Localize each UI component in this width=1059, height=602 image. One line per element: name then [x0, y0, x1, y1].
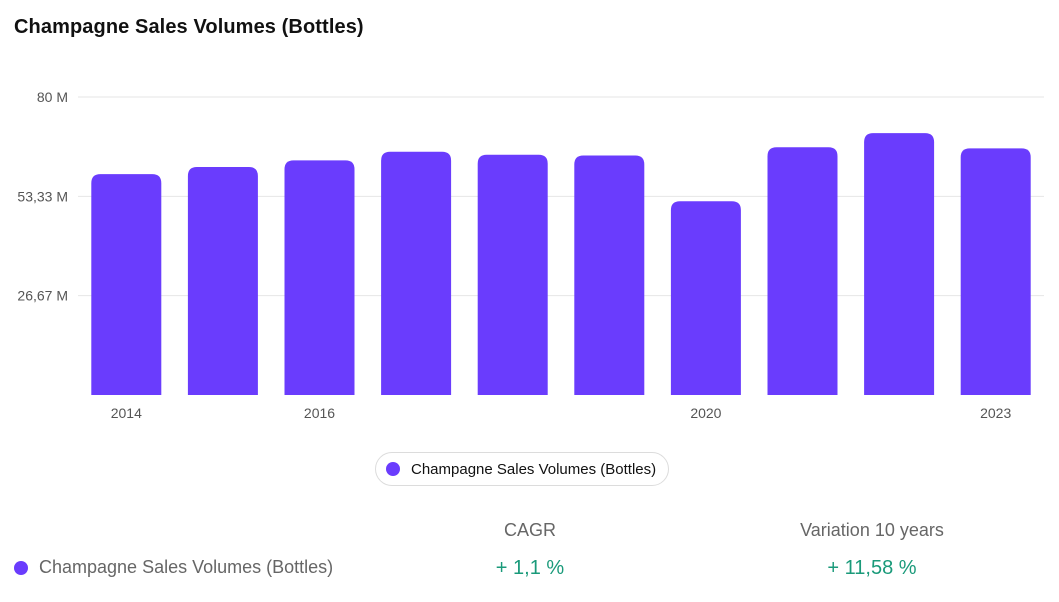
variation-header: Variation 10 years [800, 520, 944, 540]
x-tick-label: 2016 [304, 405, 335, 421]
x-tick-label: 2023 [980, 405, 1011, 421]
cagr-value: + 1,1 % [495, 557, 565, 579]
bar-chart: 26,67 M 53,33 M 80 M 2014 2016 2020 2023 [17, 89, 1044, 421]
bar-2020[interactable] [670, 201, 741, 395]
x-tick-label: 2014 [111, 405, 142, 421]
legend-item[interactable]: Champagne Sales Volumes (Bottles) [375, 452, 670, 486]
chart-title: Champagne Sales Volumes (Bottles) [14, 16, 364, 38]
bar-2015[interactable] [187, 167, 258, 395]
y-axis-ticks: 26,67 M 53,33 M 80 M [17, 89, 68, 304]
bar-2016[interactable] [284, 160, 355, 395]
x-tick-label: 2020 [690, 405, 721, 421]
bars [91, 133, 1031, 395]
legend-swatch [386, 462, 400, 476]
bar-2022[interactable] [864, 133, 935, 395]
bar-2021[interactable] [767, 147, 838, 395]
series-label: Champagne Sales Volumes (Bottles) [39, 557, 334, 577]
y-tick-label: 53,33 M [17, 188, 68, 204]
cagr-header: CAGR [503, 520, 556, 540]
y-tick-label: 26,67 M [17, 288, 68, 304]
stats-row-label: Champagne Sales Volumes (Bottles) [14, 557, 333, 578]
bar-2017[interactable] [381, 151, 452, 395]
series-swatch [14, 560, 28, 575]
variation-value: + 11,58 % [827, 557, 917, 579]
legend-label: Champagne Sales Volumes (Bottles) [411, 460, 657, 478]
x-axis-ticks: 2014 2016 2020 2023 [111, 405, 1012, 421]
bar-2018[interactable] [477, 154, 548, 395]
bar-2019[interactable] [574, 155, 645, 395]
y-tick-label: 80 M [37, 89, 68, 105]
bar-2023[interactable] [960, 148, 1031, 395]
bar-2014[interactable] [91, 174, 162, 395]
